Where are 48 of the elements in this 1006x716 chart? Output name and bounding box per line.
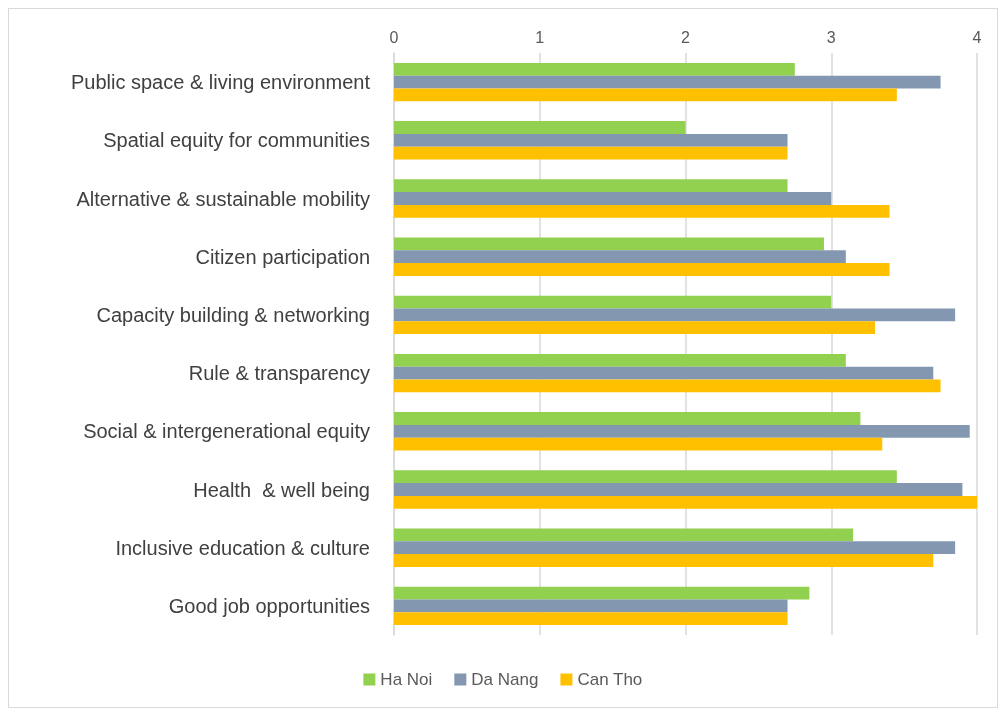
bar — [394, 121, 686, 134]
y-tick-label: Capacity building & networking — [96, 303, 370, 326]
bar — [394, 554, 934, 567]
y-tick-label: Public space & living environment — [70, 71, 371, 94]
bar — [394, 412, 861, 425]
legend-label: Da Nang — [471, 670, 539, 689]
y-tick-label: Social & intergenerational equity — [83, 420, 370, 443]
y-tick-label: Citizen participation — [195, 245, 370, 268]
bar — [394, 192, 832, 205]
y-tick-label: Alternative & sustainable mobility — [76, 187, 370, 210]
x-tick-label: 1 — [535, 28, 545, 46]
bar — [394, 353, 846, 367]
bar — [394, 366, 934, 380]
bar — [394, 204, 890, 218]
bar — [394, 379, 941, 393]
bar — [394, 308, 956, 322]
bar — [394, 75, 941, 89]
bar — [394, 586, 810, 600]
bar — [394, 470, 897, 484]
bar — [394, 495, 977, 509]
bar — [394, 146, 788, 160]
bar — [394, 62, 795, 76]
x-tick-label: 2 — [681, 28, 691, 46]
bar — [394, 612, 788, 626]
legend-label: Ha Noi — [380, 670, 433, 689]
x-tick-label: 0 — [389, 28, 399, 46]
bar — [394, 133, 788, 147]
bar — [394, 237, 824, 251]
bar — [394, 88, 897, 102]
bar — [394, 179, 788, 193]
bar — [394, 295, 832, 309]
bar — [394, 599, 788, 613]
legend-label: Can Tho — [577, 670, 643, 689]
y-tick-label: Spatial equity for communities — [103, 129, 370, 152]
bar — [394, 483, 963, 496]
bar — [394, 424, 970, 438]
y-tick-label: Good job opportunities — [168, 594, 370, 617]
bar — [394, 263, 890, 276]
bar — [394, 250, 846, 264]
y-tick-label: Rule & transparency — [188, 362, 370, 385]
y-tick-label: Inclusive education & culture — [115, 536, 370, 559]
bar — [394, 321, 875, 335]
x-tick-label: 4 — [972, 28, 982, 46]
bar — [394, 541, 956, 555]
y-tick-label: Health & well being — [193, 478, 370, 501]
x-tick-label: 3 — [826, 28, 836, 46]
bar — [394, 437, 883, 451]
bar — [394, 528, 854, 542]
